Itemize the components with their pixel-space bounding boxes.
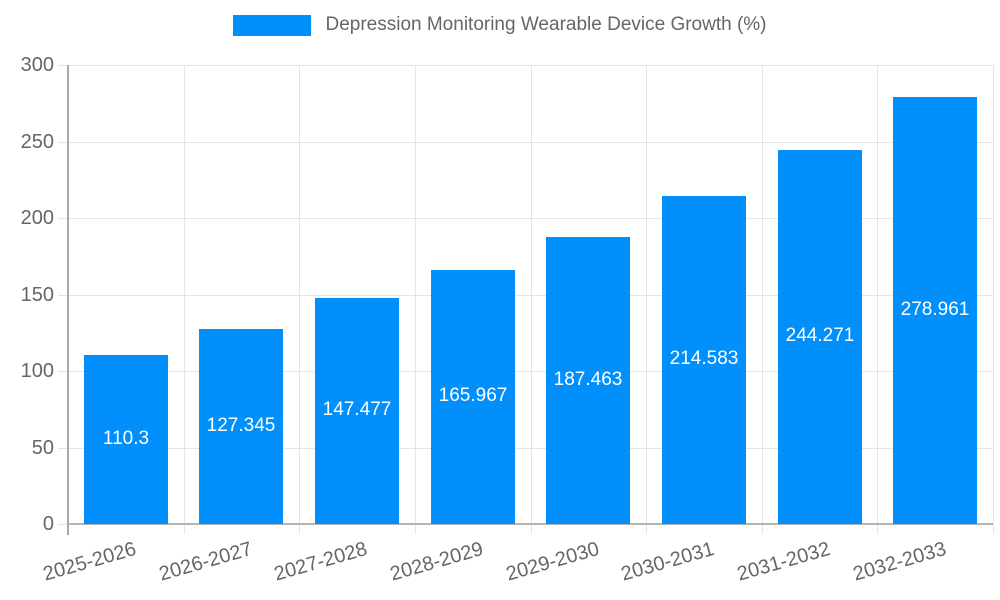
gridline-v-8 xyxy=(993,65,994,534)
bar-value-label: 110.3 xyxy=(102,428,150,449)
bar-2032-2033 xyxy=(893,97,977,524)
gridline-h-150 xyxy=(58,295,993,296)
x-tick-label-2025-2026: 2025-2026 xyxy=(40,538,139,586)
bar-value-label: 165.967 xyxy=(438,385,508,406)
y-tick-label-150: 150 xyxy=(20,284,54,306)
gridline-v-6 xyxy=(762,65,763,534)
x-tick-label-2029-2030: 2029-2030 xyxy=(503,538,602,586)
gridline-h-50 xyxy=(58,448,993,449)
chart-legend[interactable]: Depression Monitoring Wearable Device Gr… xyxy=(0,14,1000,36)
x-tick-label-2031-2032: 2031-2032 xyxy=(734,538,833,586)
x-tick-label-2032-2033: 2032-2033 xyxy=(850,538,949,586)
gridline-h-300 xyxy=(58,65,993,66)
legend-swatch-icon xyxy=(233,14,312,36)
gridline-h-100 xyxy=(58,371,993,372)
y-tick-label-300: 300 xyxy=(20,54,54,76)
bar-2028-2029 xyxy=(431,270,515,524)
bar-2025-2026 xyxy=(84,355,168,524)
bar-value-label: 147.477 xyxy=(322,399,392,420)
x-axis-line xyxy=(68,523,993,525)
y-tick-label-250: 250 xyxy=(20,131,54,153)
x-tick-label-2026-2027: 2026-2027 xyxy=(156,538,255,586)
y-tick-label-0: 0 xyxy=(42,513,54,535)
gridline-h-250 xyxy=(58,142,993,143)
gridline-v-7 xyxy=(877,65,878,534)
bar-value-label: 244.271 xyxy=(785,325,855,346)
bar-2031-2032 xyxy=(778,150,862,524)
bar-value-label: 214.583 xyxy=(669,348,739,369)
legend-label: Depression Monitoring Wearable Device Gr… xyxy=(325,14,767,35)
gridline-v-5 xyxy=(646,65,647,534)
bar-2026-2027 xyxy=(199,329,283,524)
gridline-v-1 xyxy=(184,65,185,534)
bar-value-label: 278.961 xyxy=(900,299,970,320)
gridline-h-200 xyxy=(58,218,993,219)
bar-2029-2030 xyxy=(546,237,630,524)
y-axis-line xyxy=(67,65,69,535)
gridline-v-2 xyxy=(299,65,300,534)
bar-value-label: 187.463 xyxy=(553,369,623,390)
y-tick-label-50: 50 xyxy=(31,437,54,459)
x-tick-label-2030-2031: 2030-2031 xyxy=(618,538,718,586)
x-tick-label-2028-2029: 2028-2029 xyxy=(387,538,486,586)
y-tick-label-200: 200 xyxy=(20,207,54,229)
bar-2027-2028 xyxy=(315,298,399,524)
bar-value-label: 127.345 xyxy=(206,415,276,436)
x-tick-label-2027-2028: 2027-2028 xyxy=(272,538,371,586)
gridline-v-3 xyxy=(415,65,416,534)
y-tick-label-100: 100 xyxy=(20,360,54,382)
gridline-v-4 xyxy=(531,65,532,534)
bar-2030-2031 xyxy=(662,196,746,524)
